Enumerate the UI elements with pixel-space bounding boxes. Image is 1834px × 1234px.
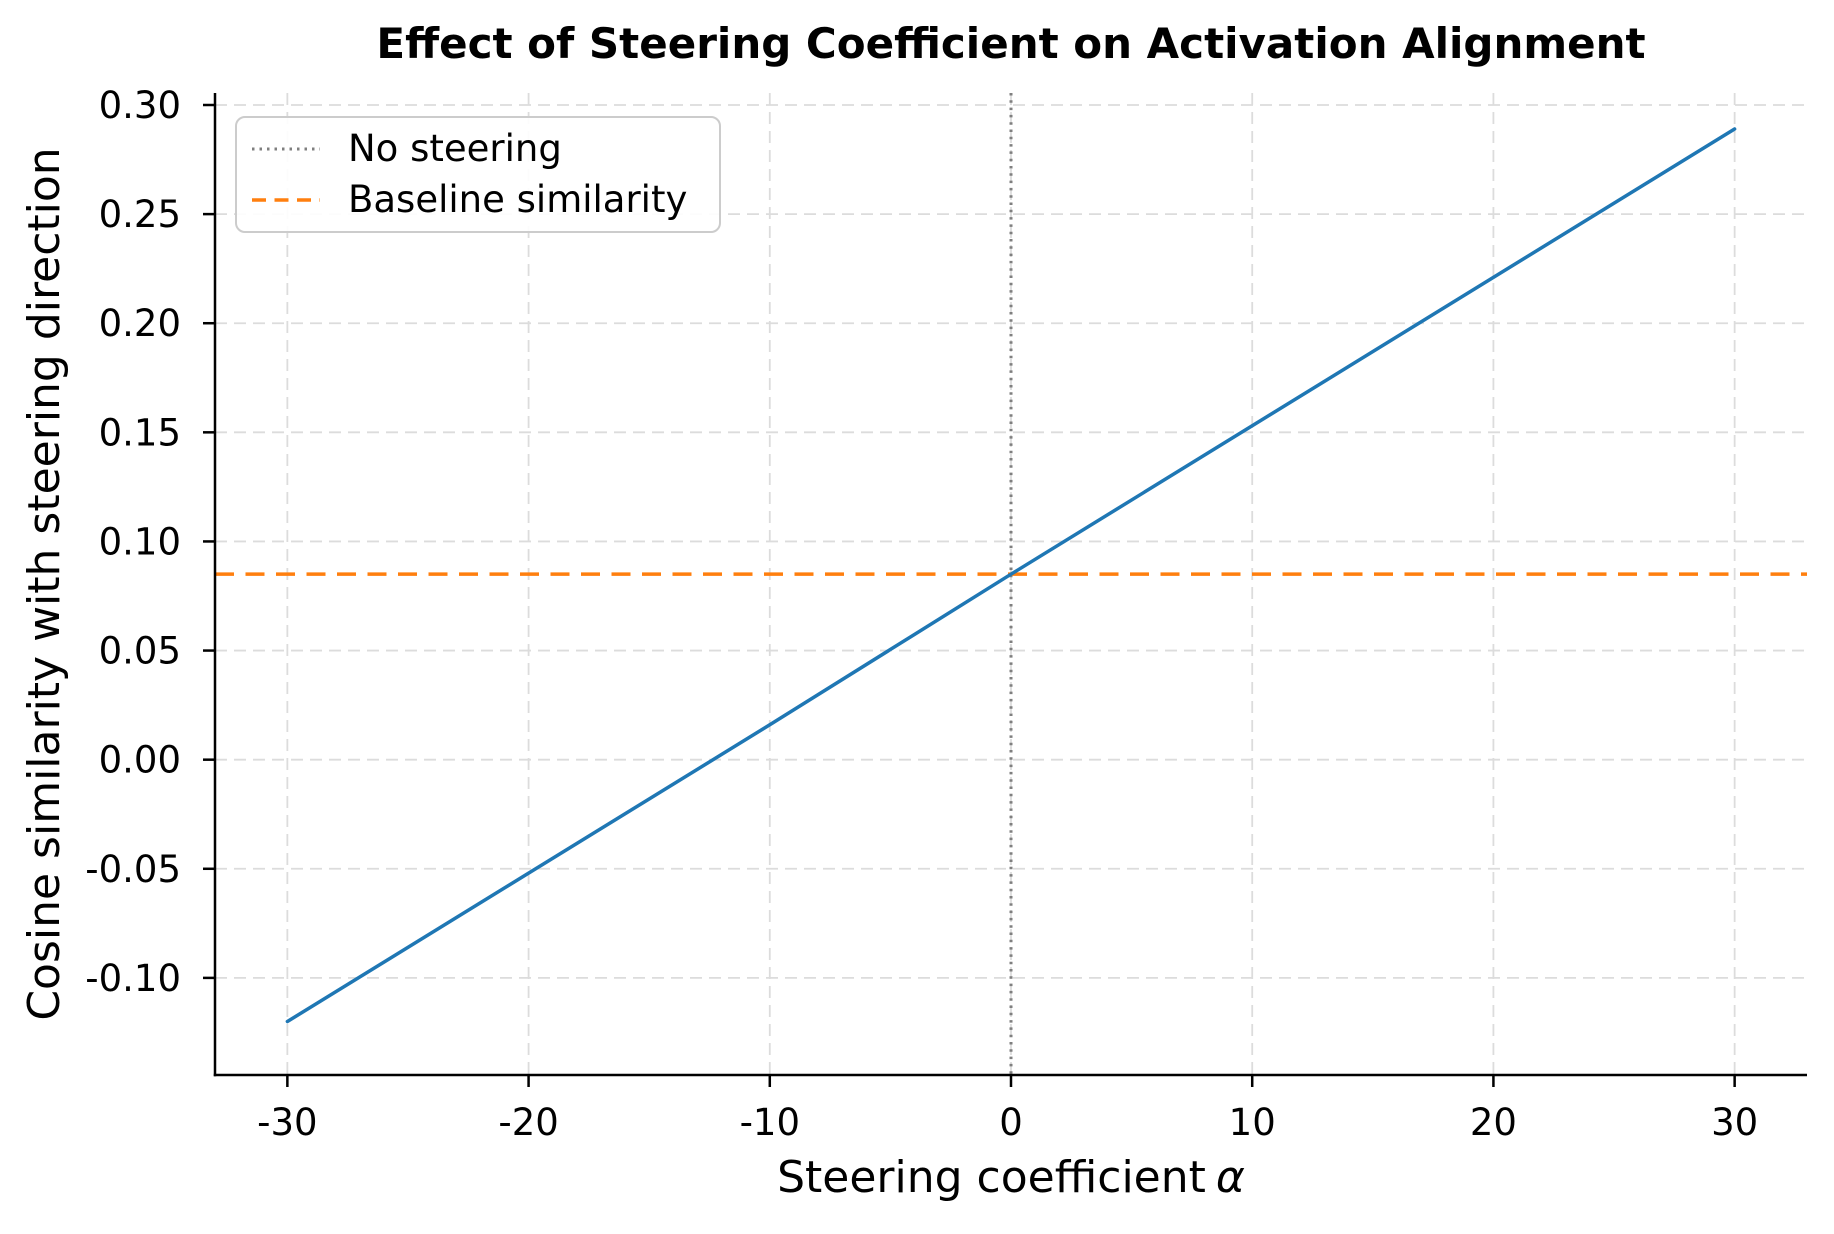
y-tick-label: 0.15 [99,411,181,454]
x-tick-label: -30 [257,1101,317,1144]
y-tick-label: 0.30 [99,84,181,127]
baseline-similarity-line-sample [252,198,320,202]
series-line [285,127,1737,1024]
no-steering-line-sample [252,147,320,151]
y-axis-label: Cosine similarity with steering directio… [19,147,70,1021]
x-tick-label: 30 [1711,1101,1758,1144]
x-axis-label-text: Steering coefficient [777,1152,1206,1203]
y-tick-label: 0.25 [99,193,181,236]
x-tick-label: 20 [1470,1101,1517,1144]
y-tick-label: -0.10 [85,957,181,1000]
legend: No steering Baseline similarity [235,116,721,233]
legend-item-baseline-similarity: Baseline similarity [250,177,703,221]
y-tick-label: 0.10 [99,520,181,563]
y-tick-label: 0.20 [99,302,181,345]
x-tick-label: 0 [999,1101,1023,1144]
legend-item-no-steering: No steering [250,128,703,170]
x-tick-label: -20 [498,1101,558,1144]
y-tick-label: 0.05 [99,630,181,673]
chart-title: Effect of Steering Coefficient on Activa… [376,19,1646,68]
legend-label-no-steering: No steering [348,127,562,171]
y-tick-label: 0.00 [99,739,181,782]
alpha-symbol: α [1215,1152,1245,1203]
x-tick-label: -10 [740,1101,800,1144]
x-axis-label: Steering coefficient α [215,1153,1807,1203]
x-tick-label: 10 [1229,1101,1276,1144]
legend-label-baseline-similarity: Baseline similarity [348,177,688,221]
y-tick-label: -0.05 [85,848,181,891]
